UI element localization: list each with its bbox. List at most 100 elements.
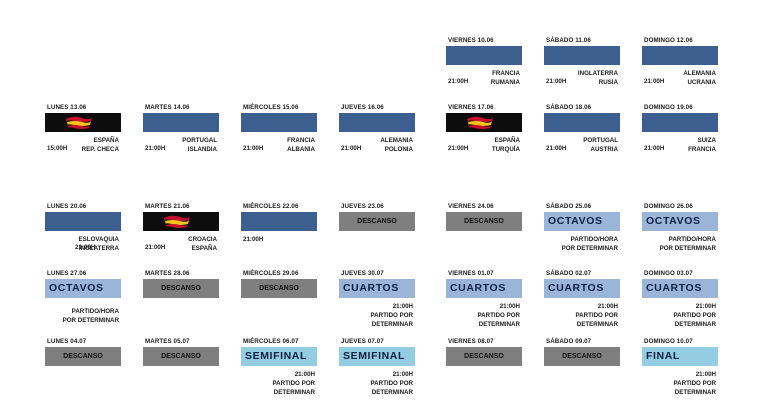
team-name: FRANCIA: [688, 146, 716, 153]
pending-line: DETERMINAR: [273, 389, 315, 396]
team-name: ALBANIA: [287, 146, 315, 153]
team-name: ALEMANIA: [380, 137, 413, 144]
pending-line: PARTIDO POR: [477, 312, 520, 319]
stage-bar: DESCANSO: [45, 347, 121, 366]
day-date: MIÉRCOLES 15.06: [243, 104, 299, 111]
day-date: MARTES 21.06: [145, 203, 190, 210]
team-name: ESLOVAQUIA: [78, 236, 119, 243]
match-bar: [143, 113, 219, 132]
day-cell: LUNES 20.06 ESLOVAQUIA INGLATERRA 21:00H: [45, 203, 121, 263]
stage-label: FINAL: [646, 350, 680, 362]
match-pending-note: 21:00H PARTIDO POR DETERMINAR: [477, 302, 520, 329]
day-date: DOMINGO 19.06: [644, 104, 693, 111]
pending-line: PARTIDO POR: [370, 380, 413, 387]
day-date: DOMINGO 03.07: [644, 270, 693, 277]
day-date: VIERNES 10.06: [448, 37, 494, 44]
stage-label: DESCANSO: [161, 353, 201, 360]
pending-line: 21:00H: [499, 303, 520, 310]
day-cell: LUNES 13.06 ESPAÑA REP. CHECA 15:00H: [45, 104, 121, 164]
day-cell: VIERNES 10.06 FRANCIA RUMANIA 21:00H: [446, 37, 522, 97]
day-cell: DOMINGO 19.06 SUIZA FRANCIA 21:00H: [642, 104, 718, 164]
stage-label: OCTAVOS: [646, 215, 701, 227]
stage-label: DESCANSO: [562, 353, 602, 360]
team-name: PORTUGAL: [182, 137, 217, 144]
match-time: 15:00H: [47, 145, 68, 152]
spain-flag-icon: [162, 214, 192, 229]
team-name: ALEMANIA: [683, 70, 716, 77]
pending-line: 21:00H: [392, 371, 413, 378]
match-teams: ALEMANIA UCRANIA: [683, 69, 716, 87]
day-date: VIERNES 24.06: [448, 203, 494, 210]
stage-bar: DESCANSO: [143, 347, 219, 366]
stage-label: DESCANSO: [161, 285, 201, 292]
team-name: TURQUÍA: [491, 146, 520, 153]
match-time: 21:00H: [145, 244, 166, 251]
day-cell: DOMINGO 12.06 ALEMANIA UCRANIA 21:00H: [642, 37, 718, 97]
match-teams: ESPAÑA REP. CHECA: [82, 136, 119, 154]
pending-line: PARTIDO POR: [272, 380, 315, 387]
pending-line: PARTIDO POR: [673, 380, 716, 387]
day-cell: SÁBADO 18.06 PORTUGAL AUSTRIA 21:00H: [544, 104, 620, 164]
stage-bar: DESCANSO: [446, 347, 522, 366]
team-name: INGLATERRA: [577, 70, 618, 77]
day-cell: MARTES 14.06 PORTUGAL ISLANDIA 21:00H: [143, 104, 219, 164]
match-bar: [642, 113, 718, 132]
team-name: ISLANDIA: [187, 146, 217, 153]
match-pending-note: 21:00H PARTIDO POR DETERMINAR: [673, 370, 716, 397]
pending-line: DETERMINAR: [674, 321, 716, 328]
pending-line: DETERMINAR: [674, 389, 716, 396]
pending-line: DETERMINAR: [371, 321, 413, 328]
match-teams: FRANCIA RUMANIA: [491, 69, 520, 87]
match-bar: [339, 113, 415, 132]
match-bar: [45, 113, 121, 132]
day-date: MARTES 05.07: [145, 338, 190, 345]
match-teams: PORTUGAL ISLANDIA: [182, 136, 217, 154]
day-cell: VIERNES 08.07 DESCANSO: [446, 338, 522, 398]
day-date: LUNES 13.06: [47, 104, 87, 111]
team-name: INGLATERRA: [78, 245, 119, 252]
pending-line: PARTIDO/HORA: [668, 236, 716, 243]
team-name: ESPAÑA: [191, 245, 217, 252]
day-cell: DOMINGO 03.07 CUARTOS 21:00H PARTIDO POR DET…: [642, 270, 718, 330]
match-pending-note: 21:00H PARTIDO POR DETERMINAR: [575, 302, 618, 329]
day-date: SÁBADO 25.06: [546, 203, 592, 210]
stage-bar: DESCANSO: [446, 212, 522, 231]
day-date: JUEVES 16.06: [341, 104, 384, 111]
pending-line: PARTIDO/HORA: [570, 236, 618, 243]
day-cell: JUEVES 30.07 CUARTOS 21:00H PARTIDO POR DETE…: [339, 270, 415, 330]
match-time: 21:00H: [546, 145, 567, 152]
pending-line: DETERMINAR: [478, 321, 520, 328]
day-date: MIÉRCOLES 22.06: [243, 203, 299, 210]
match-time: 21:00H: [243, 145, 264, 152]
day-date: MARTES 28.06: [145, 270, 190, 277]
match-time: 21:00H: [448, 145, 469, 152]
pending-line: POR DETERMINAR: [659, 245, 716, 252]
match-bar: [241, 212, 317, 231]
match-bar: [544, 113, 620, 132]
stage-label: SEMIFINAL: [245, 350, 307, 362]
day-date: LUNES 27.06: [47, 270, 87, 277]
day-cell: LUNES 27.06 OCTAVOS PARTIDO/HORA POR DETERM…: [45, 270, 121, 330]
stage-bar: DESCANSO: [339, 212, 415, 231]
match-time: 21:00H: [341, 145, 362, 152]
day-cell: SÁBADO 25.06 OCTAVOS PARTIDO/HORA POR DETER…: [544, 203, 620, 263]
day-cell: SÁBADO 11.06 INGLATERRA RUSIA 21:00H: [544, 37, 620, 97]
stage-bar: CUARTOS: [339, 279, 415, 298]
day-cell: DOMINGO 26.06 OCTAVOS PARTIDO/HORA POR DETE…: [642, 203, 718, 263]
stage-bar: DESCANSO: [241, 279, 317, 298]
pending-line: PARTIDO POR: [673, 312, 716, 319]
day-cell: MIÉRCOLES 06.07 SEMIFINAL 21:00H PARTIDO PO…: [241, 338, 317, 398]
day-date: SÁBADO 09.07: [546, 338, 592, 345]
match-bar: [544, 46, 620, 65]
match-bar: [446, 46, 522, 65]
stage-bar: OCTAVOS: [45, 279, 121, 298]
match-pending-note: PARTIDO/HORA POR DETERMINAR: [562, 235, 618, 253]
stage-label: OCTAVOS: [548, 215, 603, 227]
match-bar: [45, 212, 121, 231]
match-pending-note: PARTIDO/HORA POR DETERMINAR: [660, 235, 716, 253]
team-name: AUSTRIA: [590, 146, 619, 153]
spain-flag-icon: [64, 115, 94, 130]
team-name: CROACIA: [188, 236, 217, 243]
day-date: DOMINGO 10.07: [644, 338, 693, 345]
day-date: MIÉRCOLES 29.06: [243, 270, 299, 277]
